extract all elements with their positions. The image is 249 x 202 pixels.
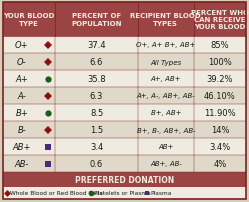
Text: 85%: 85% <box>211 41 229 50</box>
Text: B-: B- <box>17 125 26 134</box>
Text: O-: O- <box>17 58 27 67</box>
Text: B+, AB+: B+, AB+ <box>151 110 181 116</box>
Text: RECIPIENT BLOOD
TYPES: RECIPIENT BLOOD TYPES <box>130 14 201 26</box>
Text: AB-: AB- <box>15 159 29 168</box>
Text: All Types: All Types <box>150 59 181 65</box>
Bar <box>3 155 246 172</box>
Text: AB+: AB+ <box>13 142 31 151</box>
Text: 35.8: 35.8 <box>87 75 106 84</box>
Text: 11.90%: 11.90% <box>204 108 236 117</box>
Text: 14%: 14% <box>211 125 229 134</box>
Bar <box>3 37 246 54</box>
Text: PREFERRED DONATION: PREFERRED DONATION <box>75 175 174 184</box>
Text: 3.4%: 3.4% <box>209 142 231 151</box>
Text: O+, A+ B+, AB+: O+, A+ B+, AB+ <box>136 42 195 48</box>
Text: A+: A+ <box>15 75 28 84</box>
Text: AB+, AB-: AB+, AB- <box>150 161 182 167</box>
Text: A+, AB+: A+, AB+ <box>151 76 181 82</box>
Text: 46.10%: 46.10% <box>204 92 236 101</box>
Text: 6.6: 6.6 <box>90 58 103 67</box>
Bar <box>3 104 246 121</box>
Text: 3.4: 3.4 <box>90 142 103 151</box>
Bar <box>3 87 246 104</box>
Text: 37.4: 37.4 <box>87 41 106 50</box>
Text: 1.5: 1.5 <box>90 125 103 134</box>
Text: Whole Blood or Red Blood Cells: Whole Blood or Red Blood Cells <box>10 190 103 196</box>
Bar <box>3 121 246 138</box>
Text: B+, B-, AB+, AB-: B+, B-, AB+, AB- <box>136 127 195 133</box>
Bar <box>3 71 246 87</box>
Text: PERCENT WHO
CAN RECEIVE
YOUR BLOOD: PERCENT WHO CAN RECEIVE YOUR BLOOD <box>191 10 249 30</box>
Text: 39.2%: 39.2% <box>207 75 233 84</box>
Text: B+: B+ <box>15 108 28 117</box>
Text: Plasma: Plasma <box>150 190 172 196</box>
Bar <box>3 187 246 199</box>
Text: A-: A- <box>17 92 26 101</box>
Text: 4%: 4% <box>213 159 227 168</box>
Text: Platelets or Plasma: Platelets or Plasma <box>95 190 151 196</box>
Text: 0.6: 0.6 <box>90 159 103 168</box>
Text: 6.3: 6.3 <box>90 92 103 101</box>
Text: O+: O+ <box>15 41 29 50</box>
Text: PERCENT OF
POPULATION: PERCENT OF POPULATION <box>71 14 122 26</box>
Text: 8.5: 8.5 <box>90 108 103 117</box>
Text: 100%: 100% <box>208 58 232 67</box>
Bar <box>3 172 246 187</box>
Bar <box>3 54 246 71</box>
Text: YOUR BLOOD
TYPE: YOUR BLOOD TYPE <box>3 14 55 26</box>
Text: A+, A-, AB+, AB-: A+, A-, AB+, AB- <box>136 93 195 99</box>
Text: AB+: AB+ <box>158 144 174 150</box>
Bar <box>3 3 246 37</box>
Bar <box>3 138 246 155</box>
